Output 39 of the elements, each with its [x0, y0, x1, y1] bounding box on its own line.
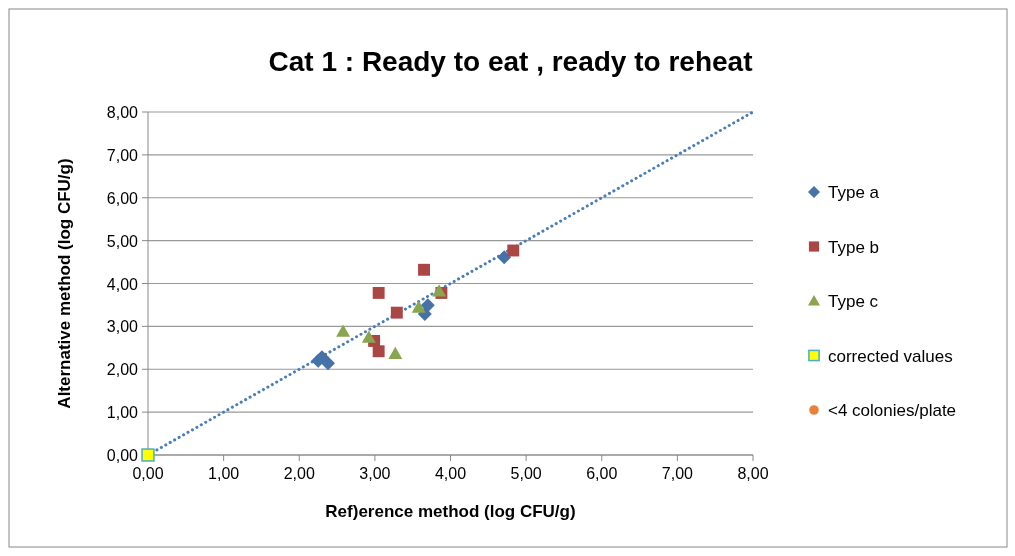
y-tick-label: 0,00	[106, 447, 139, 464]
y-tick-label: 8,00	[106, 104, 139, 121]
y-axis-title: Alternative method (log CFU/g)	[55, 158, 74, 409]
x-tick-label: 4,00	[434, 465, 467, 482]
point	[418, 263, 430, 276]
y-tick-label: 5,00	[106, 232, 139, 250]
x-axis-title: Ref)erence method (log CFU/g)	[325, 502, 576, 521]
y-tick-label: 4,00	[106, 275, 139, 293]
legend-label: Type a	[828, 183, 880, 202]
x-tick-label: 0,00	[132, 465, 164, 482]
x-tick-label: 3,00	[359, 465, 391, 482]
point	[420, 298, 435, 313]
chart-title: Cat 1 : Ready to eat , ready to reheat	[268, 46, 753, 77]
legend-label: corrected values	[828, 346, 953, 366]
legend-label: Type c	[828, 292, 879, 311]
x-tick-label: 5,00	[510, 465, 542, 482]
point	[372, 286, 385, 299]
point	[411, 300, 426, 313]
point	[388, 346, 403, 360]
point	[320, 356, 335, 371]
x-tick-label: 8,00	[737, 465, 769, 482]
point	[372, 345, 385, 358]
x-tick-label: 6,00	[586, 465, 618, 482]
x-tick-label: 1,00	[208, 465, 240, 482]
legend-label: <4 colonies/plate	[828, 401, 957, 420]
x-tick-label: 7,00	[661, 465, 694, 482]
legend-label: Type b	[828, 237, 880, 257]
point	[141, 448, 155, 462]
point	[497, 250, 512, 265]
y-tick-label: 6,00	[106, 189, 139, 207]
y-tick-label: 7,00	[106, 146, 139, 164]
point	[390, 306, 403, 319]
y-tick-label: 1,00	[106, 404, 139, 422]
y-tick-label: 2,00	[106, 361, 139, 379]
x-tick-label: 2,00	[283, 465, 315, 482]
y-tick-label: 3,00	[106, 318, 139, 336]
point	[361, 330, 376, 343]
point	[336, 324, 351, 337]
point	[507, 244, 520, 257]
